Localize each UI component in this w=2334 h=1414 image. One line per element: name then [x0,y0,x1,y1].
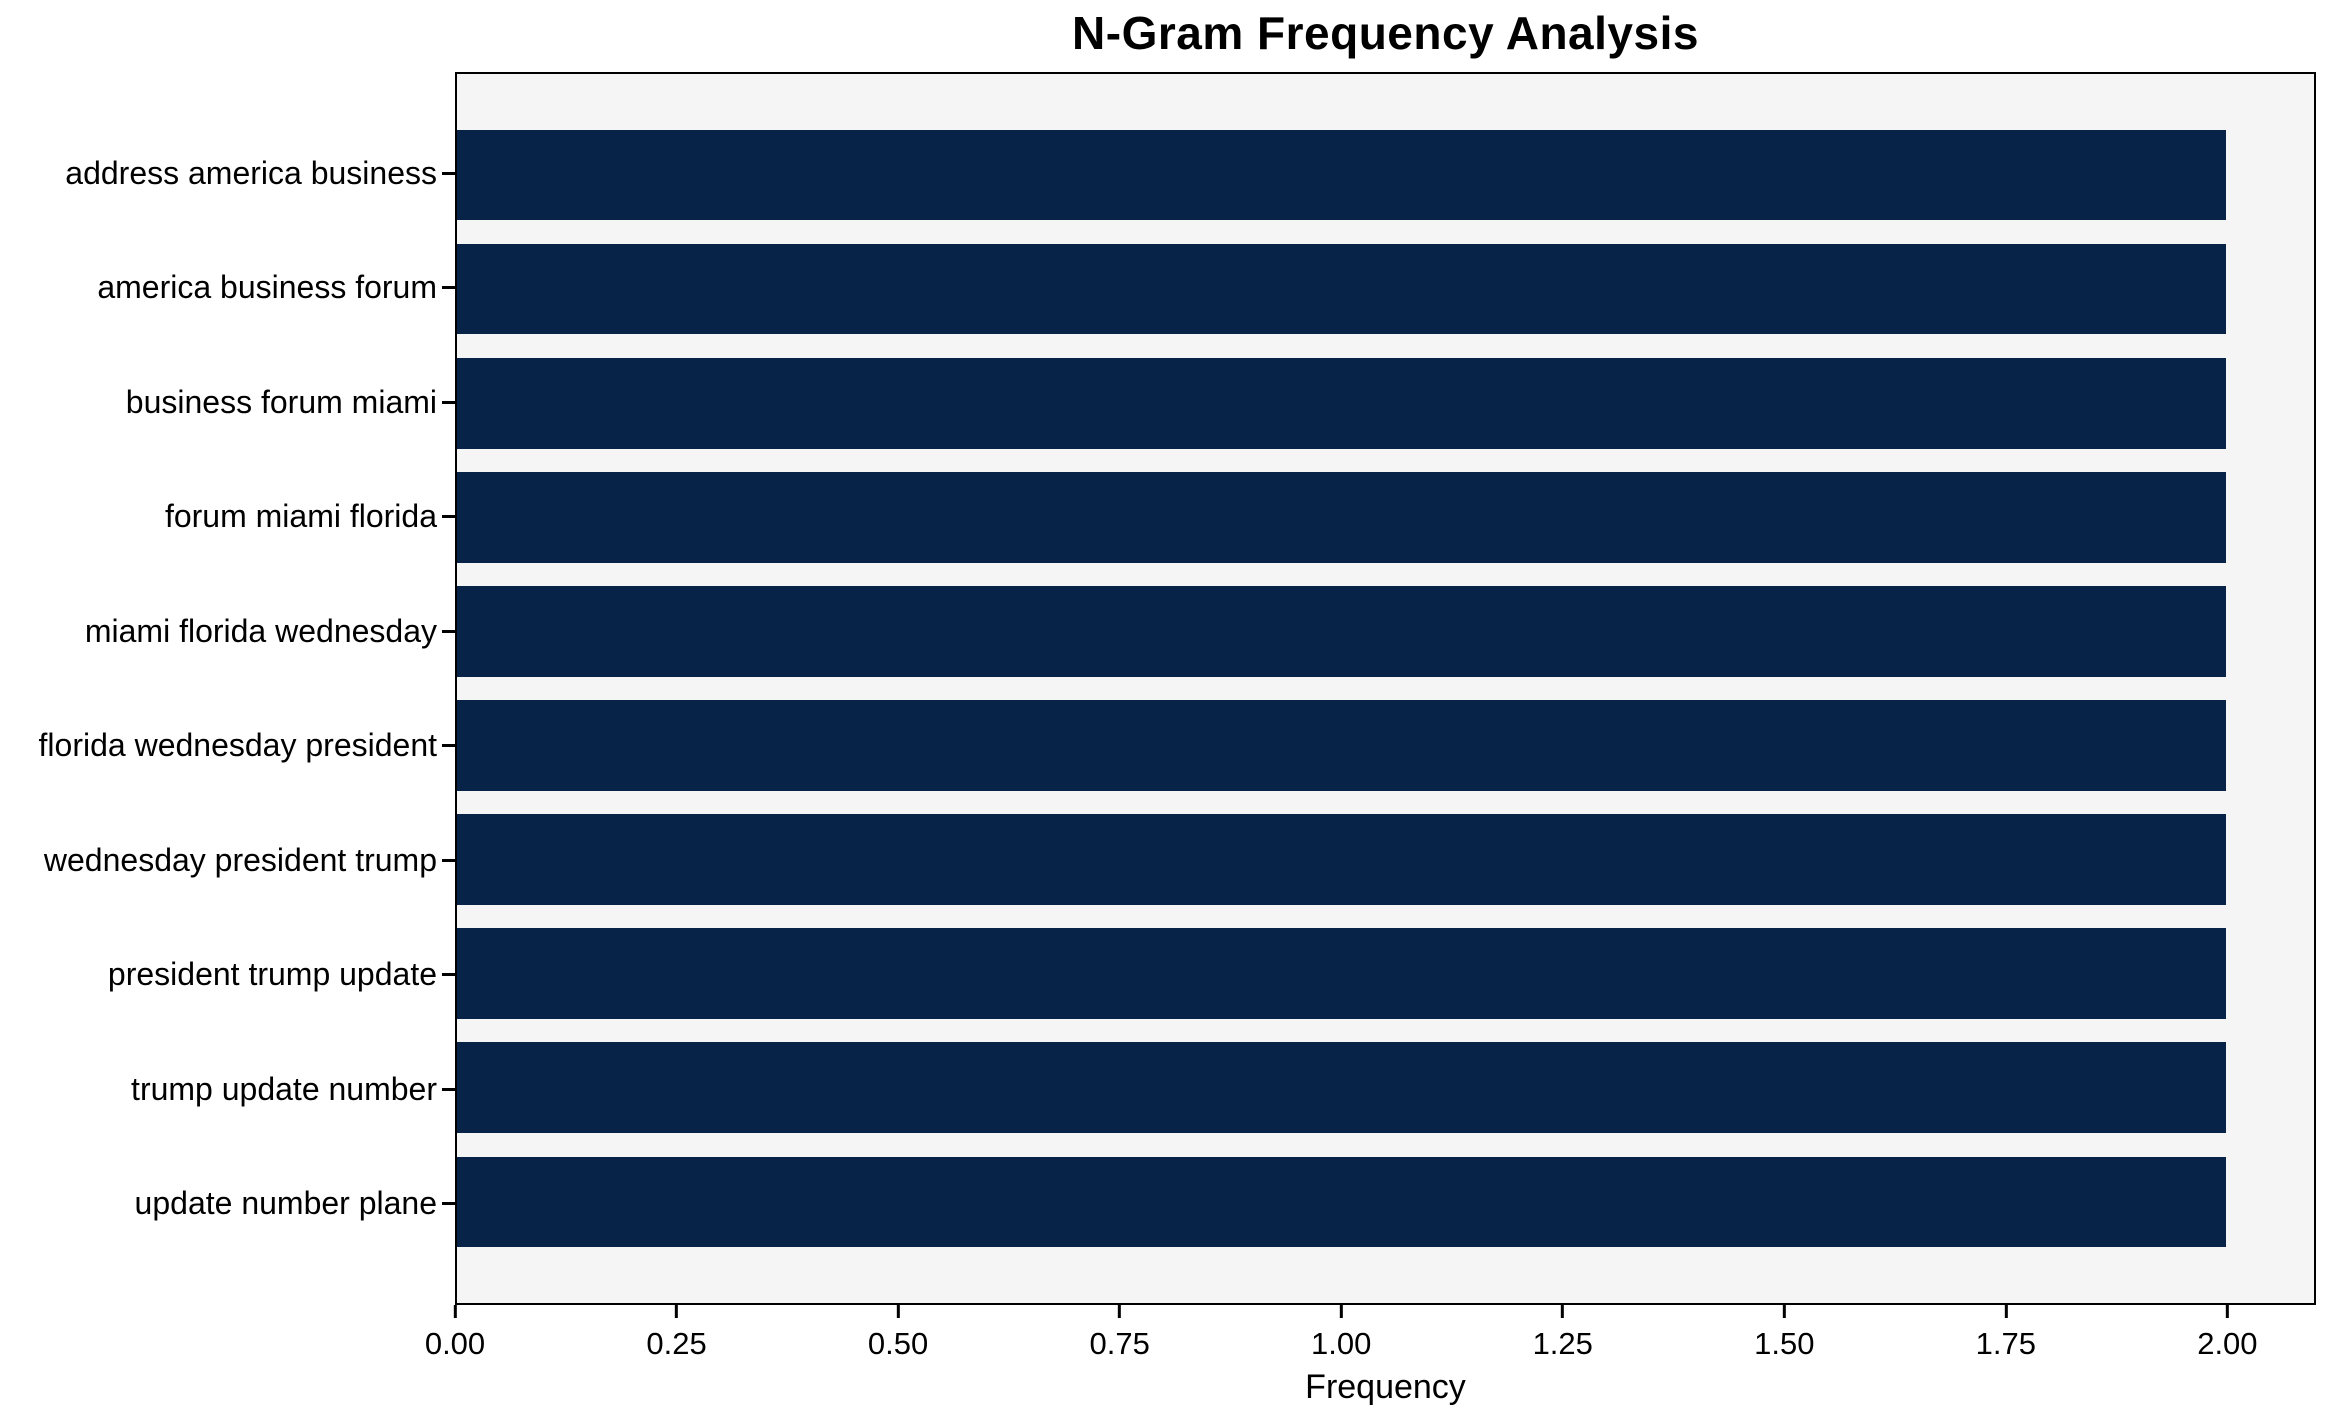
bar-row [457,460,2314,574]
y-tick-row [442,689,455,804]
y-tick-label-row: address america business [0,116,437,231]
bars-layer [457,74,2314,1303]
bar-row [457,917,2314,1031]
y-tick-label: miami florida wednesday [84,612,437,649]
x-tick: 1.50 [1754,1305,1814,1362]
x-tick-label: 1.25 [1532,1326,1593,1361]
y-tick-label-row: president trump update [0,918,437,1033]
y-tick-row [442,1032,455,1147]
x-tick-label: 1.75 [1975,1326,2036,1361]
y-tick-row [442,460,455,575]
x-axis-title: Frequency [1305,1368,1466,1406]
bar [457,129,2226,221]
y-tick-label: forum miami florida [164,498,437,535]
x-tick-mark [1118,1305,1122,1318]
y-tick-mark [442,171,455,175]
bar-row [457,688,2314,802]
x-tick-mark [1782,1305,1786,1318]
y-tick-mark [442,515,455,519]
x-tick: 2.00 [2197,1305,2258,1362]
bar [457,700,2226,791]
y-tick-label-row: miami florida wednesday [0,574,437,689]
y-tick-label: president trump update [107,956,437,993]
bar-row [457,803,2314,917]
y-tick-row [442,803,455,918]
y-tick-mark [442,744,455,748]
y-tick-row [442,1147,455,1262]
y-tick-mark [442,629,455,633]
y-tick-mark [442,400,455,404]
y-tick-label: trump update number [131,1070,437,1107]
x-tick-mark [2225,1305,2229,1318]
x-tick: 0.50 [868,1305,928,1362]
x-tick: 0.75 [1089,1305,1150,1362]
x-tick: 1.75 [1976,1305,2036,1362]
x-tick: 1.00 [1311,1305,1371,1362]
x-tick: 0.00 [425,1305,485,1362]
y-tick-mark [442,973,455,977]
y-tick-mark [442,1202,455,1206]
bar [457,928,2226,1020]
y-axis-ticks [442,72,455,1305]
plot-area [455,72,2316,1305]
y-tick-label: business forum miami [125,383,437,420]
x-tick-label: 1.00 [1311,1326,1372,1361]
x-tick-label: 0.50 [867,1326,929,1361]
x-axis-ticks: 0.00 0.25 0.50 0.75 1.00 1.25 1.50 1.75 2.00 [425,1305,2316,1375]
bar [457,357,2226,449]
x-tick-mark [453,1305,457,1318]
y-axis-labels: address america business america business… [0,72,437,1305]
x-tick-mark [2004,1305,2008,1318]
y-tick-label-row: florida wednesday president [0,689,437,804]
bar-row [457,118,2314,232]
bar [457,1156,2226,1248]
x-tick-label: 1.50 [1754,1326,1815,1361]
x-tick-mark [1561,1305,1565,1318]
bar-row [457,574,2314,688]
bar [457,814,2226,905]
y-tick-row [442,574,455,689]
y-tick-row [442,345,455,460]
y-tick-row [442,918,455,1033]
bar-row [457,232,2314,346]
bar [457,471,2226,563]
bar-row [457,346,2314,460]
x-tick-mark [896,1305,900,1318]
y-tick-label-row: business forum miami [0,345,437,460]
x-tick: 0.25 [646,1305,707,1362]
y-tick-label-row: forum miami florida [0,460,437,575]
y-tick-label: address america business [65,154,437,191]
y-tick-label: wednesday president trump [43,841,437,878]
y-tick-label: florida wednesday president [38,727,437,764]
x-tick-label: 0.25 [646,1326,707,1361]
y-tick-label-row: america business forum [0,231,437,346]
x-tick-label: 0.00 [424,1326,486,1361]
x-tick-label: 0.75 [1089,1326,1150,1361]
bar [457,1042,2226,1134]
bar-row [457,1031,2314,1145]
y-tick-label-row: update number plane [0,1147,437,1262]
x-tick: 1.25 [1533,1305,1593,1362]
y-tick-row [442,231,455,346]
y-tick-mark [442,858,455,862]
x-tick-mark [1339,1305,1343,1318]
y-tick-label: america business forum [97,269,437,306]
bar [457,586,2226,677]
x-tick-label: 2.00 [2197,1326,2258,1361]
bar [457,243,2226,335]
y-tick-label-row: trump update number [0,1032,437,1147]
x-tick-mark [675,1305,679,1318]
chart-title: N-Gram Frequency Analysis [1072,7,1699,59]
y-tick-mark [442,286,455,290]
bar-row [457,1145,2314,1259]
y-tick-label: update number plane [134,1185,437,1222]
y-tick-label-row: wednesday president trump [0,803,437,918]
y-tick-row [442,116,455,231]
y-tick-mark [442,1087,455,1091]
